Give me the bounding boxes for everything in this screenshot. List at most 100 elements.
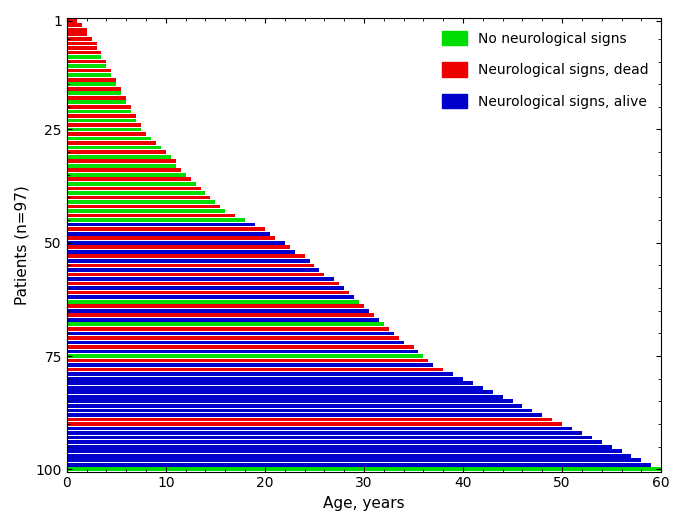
Bar (67, 37, 92, 41)
Bar (67, 73, 112, 77)
Bar (67, 259, 310, 263)
Bar (67, 236, 275, 240)
Bar (67, 205, 221, 208)
Bar (67, 268, 319, 272)
Bar (67, 24, 82, 27)
Bar (67, 78, 116, 82)
Bar (67, 191, 206, 195)
Bar (67, 173, 186, 177)
X-axis label: Age, years: Age, years (323, 496, 405, 511)
Bar (67, 309, 369, 312)
Bar (67, 118, 136, 122)
Bar (67, 322, 384, 326)
Bar (67, 82, 116, 86)
Bar (67, 286, 344, 290)
Bar (67, 164, 176, 168)
Bar (67, 264, 314, 267)
Bar (67, 272, 325, 276)
Bar (67, 422, 562, 426)
Bar (67, 232, 270, 236)
Bar (67, 377, 463, 380)
Bar (67, 255, 305, 258)
Bar (67, 109, 132, 113)
Bar (67, 146, 161, 149)
Bar (67, 59, 106, 63)
Bar (67, 386, 483, 390)
Bar (67, 363, 434, 367)
Legend: No neurological signs, Neurological signs, dead, Neurological signs, alive: No neurological signs, Neurological sign… (436, 25, 654, 114)
Bar (67, 128, 141, 132)
Bar (67, 354, 423, 358)
Bar (67, 449, 621, 453)
Bar (67, 28, 86, 32)
Bar (67, 105, 132, 109)
Bar (67, 159, 176, 163)
Bar (67, 55, 101, 59)
Bar (67, 92, 121, 95)
Bar (67, 50, 101, 54)
Bar (67, 100, 126, 104)
Bar (67, 137, 151, 140)
Bar (67, 223, 255, 227)
Bar (67, 427, 572, 430)
Bar (67, 454, 632, 458)
Bar (67, 46, 97, 50)
Bar (67, 123, 141, 127)
Bar (67, 114, 136, 118)
Bar (67, 372, 453, 376)
Bar (67, 368, 443, 371)
Bar (67, 33, 86, 36)
Bar (67, 341, 403, 345)
Bar (67, 350, 419, 353)
Bar (67, 69, 112, 73)
Bar (67, 313, 374, 317)
Bar (67, 336, 399, 340)
Y-axis label: Patients (n=97): Patients (n=97) (15, 185, 30, 305)
Bar (67, 168, 181, 172)
Bar (67, 359, 428, 362)
Bar (67, 64, 106, 68)
Bar (67, 295, 354, 299)
Bar (67, 218, 245, 222)
Bar (67, 463, 651, 467)
Bar (67, 327, 389, 331)
Bar (67, 300, 359, 304)
Bar (67, 250, 295, 254)
Bar (67, 458, 641, 462)
Bar (67, 132, 146, 136)
Bar (67, 381, 473, 385)
Bar (67, 395, 503, 399)
Bar (67, 155, 171, 158)
Bar (67, 209, 225, 213)
Bar (67, 440, 601, 444)
Bar (67, 318, 379, 322)
Bar (67, 468, 661, 471)
Bar (67, 390, 493, 394)
Bar (67, 241, 285, 245)
Bar (67, 413, 543, 417)
Bar (67, 445, 612, 449)
Bar (67, 409, 532, 412)
Bar (67, 431, 582, 435)
Bar (67, 187, 201, 190)
Bar (67, 141, 156, 145)
Bar (67, 345, 414, 349)
Bar (67, 42, 97, 45)
Bar (67, 246, 290, 249)
Bar (67, 177, 190, 181)
Bar (67, 227, 265, 231)
Bar (67, 291, 349, 295)
Bar (67, 19, 77, 23)
Bar (67, 331, 394, 335)
Bar (67, 404, 523, 408)
Bar (67, 214, 235, 217)
Bar (67, 399, 512, 403)
Bar (67, 196, 210, 199)
Bar (67, 87, 121, 90)
Bar (67, 200, 215, 204)
Bar (67, 418, 552, 421)
Bar (67, 182, 196, 186)
Bar (67, 282, 339, 286)
Bar (67, 305, 364, 308)
Bar (67, 150, 166, 154)
